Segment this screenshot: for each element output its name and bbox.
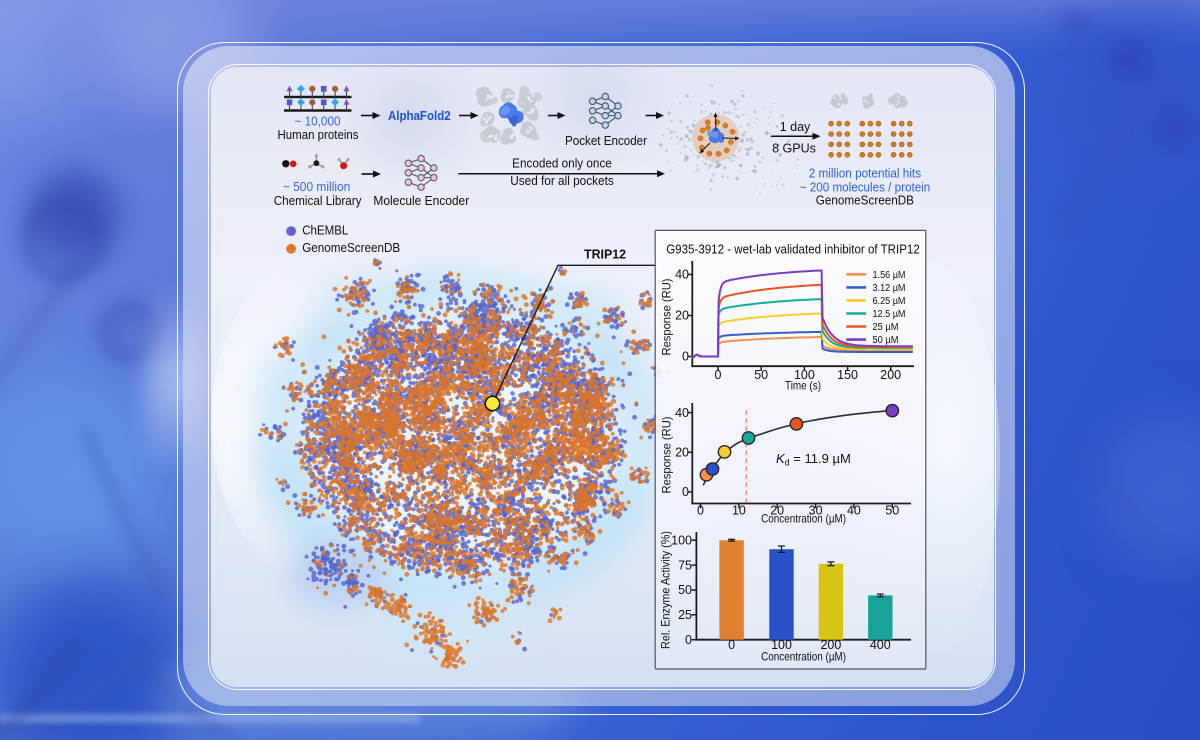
svg-text:0: 0 [715, 368, 722, 382]
svg-text:100: 100 [671, 533, 692, 547]
svg-text:GenomeScreenDB: GenomeScreenDB [816, 194, 914, 208]
svg-text:20: 20 [675, 446, 689, 460]
svg-text:~ 10,000: ~ 10,000 [295, 114, 341, 128]
svg-text:GenomeScreenDB: GenomeScreenDB [302, 241, 400, 255]
svg-text:400: 400 [870, 638, 891, 652]
svg-text:Concentration (µM): Concentration (µM) [761, 512, 846, 526]
svg-text:12.5 µM: 12.5 µM [873, 309, 906, 320]
svg-text:Response (RU): Response (RU) [660, 279, 674, 356]
svg-text:ChEMBL: ChEMBL [302, 224, 348, 238]
svg-text:20: 20 [675, 309, 689, 323]
svg-text:50: 50 [678, 583, 692, 597]
svg-text:40: 40 [847, 504, 861, 518]
svg-text:10: 10 [732, 504, 746, 518]
svg-text:40: 40 [675, 406, 689, 420]
svg-text:6.25 µM: 6.25 µM [873, 296, 906, 307]
svg-text:0: 0 [682, 485, 689, 499]
svg-text:Used for all pockets: Used for all pockets [510, 174, 614, 188]
svg-text:~ 200 molecules / protein: ~ 200 molecules / protein [800, 181, 931, 195]
svg-text:Molecule Encoder: Molecule Encoder [373, 194, 469, 208]
svg-text:200: 200 [880, 368, 901, 382]
svg-text:25: 25 [678, 608, 692, 622]
svg-text:~ 500 million: ~ 500 million [283, 180, 351, 194]
svg-text:Chemical Library: Chemical Library [274, 194, 363, 208]
svg-text:Human proteins: Human proteins [278, 128, 359, 142]
svg-text:40: 40 [675, 268, 689, 282]
svg-text:100: 100 [794, 368, 815, 382]
svg-text:50: 50 [754, 368, 768, 382]
svg-text:25 µM: 25 µM [873, 322, 899, 333]
svg-text:Rel. Enzyme Activity (%): Rel. Enzyme Activity (%) [659, 531, 673, 649]
svg-text:3.12 µM: 3.12 µM [873, 283, 906, 294]
svg-text:0: 0 [682, 350, 689, 364]
svg-text:75: 75 [678, 558, 692, 572]
svg-text:0: 0 [685, 633, 692, 647]
svg-text:50 µM: 50 µM [873, 335, 899, 346]
svg-text:30: 30 [809, 504, 823, 518]
svg-text:8 GPUs: 8 GPUs [772, 142, 816, 156]
svg-text:AlphaFold2: AlphaFold2 [388, 108, 451, 123]
svg-text:20: 20 [770, 504, 784, 518]
svg-text:G935-3912 - wet-lab validated: G935-3912 - wet-lab validated inhibitor … [666, 242, 920, 257]
svg-text:100: 100 [771, 638, 792, 652]
svg-text:2 million potential hits: 2 million potential hits [809, 166, 921, 180]
svg-text:1 day: 1 day [780, 120, 811, 134]
svg-text:50: 50 [885, 504, 899, 518]
svg-text:Response (RU): Response (RU) [660, 417, 674, 494]
svg-text:Time (s): Time (s) [785, 379, 821, 393]
svg-text:0: 0 [728, 638, 735, 652]
svg-text:200: 200 [820, 638, 841, 652]
svg-text:Pocket Encoder: Pocket Encoder [565, 134, 647, 148]
svg-text:Encoded only once: Encoded only once [512, 157, 612, 171]
svg-text:Concentration (µM): Concentration (µM) [761, 650, 846, 664]
svg-text:Kd = 11.9 µM: Kd = 11.9 µM [776, 451, 851, 468]
svg-text:TRIP12: TRIP12 [584, 247, 626, 261]
svg-text:1.56 µM: 1.56 µM [873, 270, 906, 281]
svg-text:150: 150 [837, 368, 858, 382]
svg-text:0: 0 [697, 504, 704, 518]
